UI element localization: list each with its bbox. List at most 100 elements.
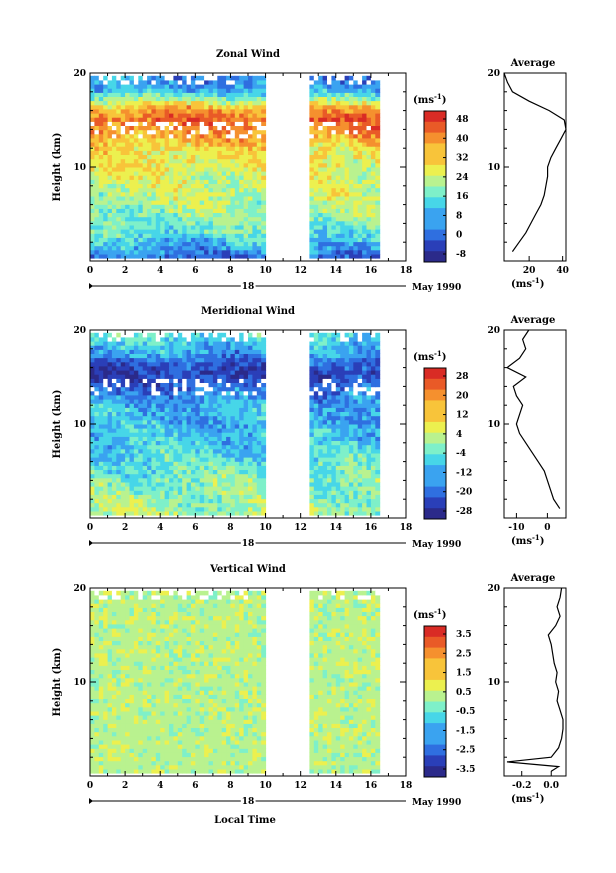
heatmap-cell: [234, 216, 240, 222]
heatmap-cell: [129, 158, 135, 164]
heatmap-cell: [186, 486, 192, 491]
heatmap-cell: [370, 473, 376, 479]
heatmap-cell: [234, 482, 240, 487]
heatmap-cell: [322, 200, 328, 205]
heatmap-cell: [190, 254, 196, 259]
heatmap-cell: [120, 204, 126, 209]
heatmap-cell: [116, 341, 122, 346]
heatmap-cell: [111, 436, 117, 441]
heatmap-cell: [98, 208, 104, 213]
heatmap-cell: [111, 104, 117, 110]
heatmap-cell: [344, 142, 350, 147]
heatmap-cell: [226, 200, 231, 205]
heatmap-cell: [261, 436, 267, 441]
heatmap-cell: [111, 254, 117, 259]
heatmap-cell: [111, 349, 117, 354]
heatmap-cell: [173, 191, 179, 197]
heatmap-cell: [252, 249, 258, 255]
heatmap-cell: [199, 386, 205, 392]
heatmap-cell: [173, 494, 179, 500]
heatmap-cell: [94, 506, 100, 512]
heatmap-cell: [195, 337, 201, 342]
heatmap-cell: [204, 104, 209, 110]
heatmap-cell: [261, 100, 267, 106]
heatmap-cell: [322, 370, 328, 375]
heatmap-cell: [357, 345, 363, 350]
heatmap-cell: [230, 196, 236, 201]
heatmap-cell: [164, 249, 170, 255]
heatmap-cell: [370, 482, 376, 487]
heatmap-cell: [230, 150, 236, 155]
heatmap-cell: [173, 357, 179, 363]
heatmap-cell: [248, 511, 253, 516]
heatmap-cell: [221, 453, 227, 458]
heatmap-cell: [261, 370, 267, 375]
heatmap-cell: [366, 154, 372, 160]
heatmap-cell: [186, 204, 192, 209]
heatmap-cell: [133, 154, 139, 160]
heatmap-cell: [261, 337, 267, 342]
heatmap-cell: [322, 113, 328, 118]
heatmap-cell: [164, 395, 170, 400]
heatmap-cell: [261, 154, 267, 160]
heatmap-cell: [309, 162, 315, 168]
heatmap-cell: [370, 502, 376, 508]
heatmap-cell: [125, 175, 130, 180]
heatmap-cell: [318, 407, 324, 412]
heatmap-cell: [133, 146, 139, 151]
heatmap-cell: [335, 245, 341, 251]
heatmap-cell: [94, 345, 100, 350]
heatmap-cell: [111, 390, 117, 396]
heatmap-cell: [357, 117, 363, 122]
heatmap-cell: [120, 461, 126, 466]
heatmap-cell: [366, 121, 372, 126]
heatmap-cell: [208, 113, 214, 118]
heatmap-cell: [322, 162, 328, 168]
heatmap-cell: [147, 407, 152, 412]
heatmap-cell: [199, 469, 205, 475]
heatmap-cell: [322, 191, 328, 197]
heatmap-cell: [261, 109, 267, 114]
heatmap-cell: [103, 469, 109, 475]
heatmap-cell: [313, 469, 319, 475]
heatmap-cell: [133, 341, 139, 346]
heatmap-cell: [190, 448, 196, 454]
heatmap-cell: [155, 162, 161, 168]
heatmap-cell: [370, 142, 376, 147]
heatmap-cell: [129, 80, 135, 85]
heatmap-cell: [155, 382, 161, 388]
heatmap-cell: [252, 237, 258, 243]
heatmap-cell: [164, 361, 170, 367]
heatmap-cell: [212, 245, 218, 251]
heatmap-cell: [133, 84, 139, 89]
heatmap-cell: [204, 361, 209, 367]
heatmap-cell: [186, 80, 192, 85]
heatmap-cell: [221, 109, 227, 114]
heatmap-cell: [199, 233, 205, 238]
heatmap-cell: [169, 444, 174, 450]
heatmap-cell: [138, 506, 144, 512]
heatmap-cell: [340, 506, 346, 512]
heatmap-cell: [221, 191, 227, 197]
heatmap-cell: [208, 196, 214, 201]
heatmap-cell: [107, 204, 113, 209]
heatmap-cell: [90, 96, 95, 102]
heatmap-cell: [226, 403, 231, 408]
heatmap-cell: [204, 249, 209, 255]
heatmap-cell: [340, 477, 346, 483]
heatmap-cell: [129, 428, 135, 433]
heatmap-cell: [107, 208, 113, 213]
heatmap-cell: [204, 183, 209, 189]
heatmap-cell: [212, 88, 218, 93]
heatmap-cell: [366, 477, 372, 483]
heatmap-cell: [212, 146, 218, 151]
heatmap-cell: [138, 204, 144, 209]
heatmap-cell: [186, 191, 192, 197]
heatmap-cell: [248, 241, 253, 247]
heatmap-cell: [103, 424, 109, 429]
heatmap-cell: [353, 461, 359, 466]
heatmap-cell: [248, 374, 253, 379]
heatmap-cell: [234, 204, 240, 209]
heatmap-cell: [318, 121, 324, 126]
heatmap-cell: [234, 187, 240, 193]
